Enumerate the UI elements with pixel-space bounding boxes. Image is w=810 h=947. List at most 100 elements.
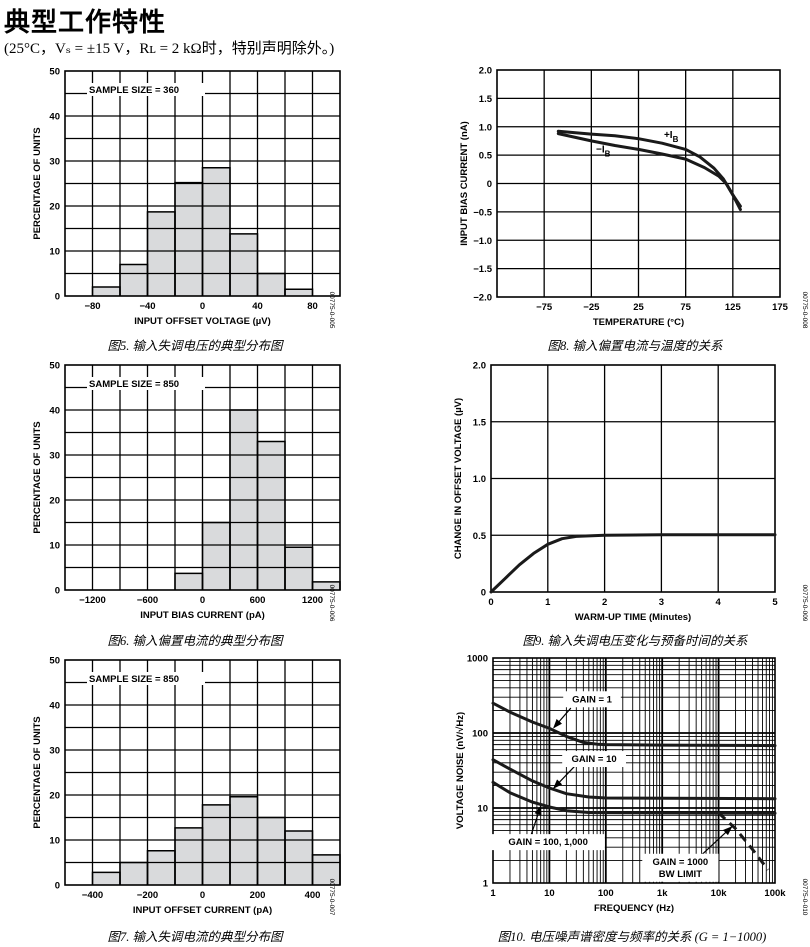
histogram-bar-outline xyxy=(311,581,341,590)
figure-code: 00775-0-009 xyxy=(801,585,808,622)
x-tick-label: 0 xyxy=(200,890,205,901)
series-line xyxy=(491,780,777,815)
figure-code: 00775-0-005 xyxy=(328,292,335,329)
x-tick-label: 1 xyxy=(545,597,551,608)
histogram-bar xyxy=(202,522,230,590)
histogram-bar xyxy=(285,289,313,296)
histogram-bar xyxy=(257,817,285,885)
y-tick-label: 0 xyxy=(55,586,60,597)
histogram-bar xyxy=(175,827,203,885)
y-tick-label: 50 xyxy=(49,361,60,372)
test-conditions: (25°C，Vₛ = ±15 V，Rʟ = 2 kΩ时，特别声明除外。) xyxy=(4,41,335,57)
histogram-bar xyxy=(285,547,313,590)
y-tick-label: −1.5 xyxy=(473,264,492,275)
chart-fig9: 0 1 2 3 4 5 0 0.5 1.0 1.5 2.0 WARM-UP TIME (Minutes… xyxy=(453,361,808,624)
histogram-bar xyxy=(175,182,203,296)
y-tick-label: 2.0 xyxy=(473,361,486,372)
x-axis-title: INPUT OFFSET VOLTAGE (µV) xyxy=(134,316,271,327)
caption-fig7: 图7. 输入失调电流的典型分布图 xyxy=(107,930,283,944)
y-tick-label: 40 xyxy=(49,406,60,417)
figure-code: 00775-0-007 xyxy=(328,879,335,916)
y-tick-label: 20 xyxy=(49,496,60,507)
histogram-bar xyxy=(147,211,175,296)
annotation-background xyxy=(562,751,626,768)
grid xyxy=(491,365,775,592)
x-tick-label: −200 xyxy=(137,890,158,901)
x-tick-label: −400 xyxy=(82,890,103,901)
series-label-subscript: B xyxy=(673,135,679,144)
y-tick-label: 20 xyxy=(49,202,60,213)
x-axis-title: TEMPERATURE (°C) xyxy=(593,317,684,328)
x-tick-label: −600 xyxy=(137,595,158,606)
histogram-bar-outline xyxy=(256,272,286,296)
curve-annotation: GAIN = 10 xyxy=(572,754,617,765)
histogram-bar xyxy=(285,831,313,885)
y-tick-label: 10 xyxy=(49,247,60,258)
caption-fig10: 图10. 电压噪声谱密度与频率的关系 (G = 1−1000) xyxy=(497,930,767,944)
curve-annotation: GAIN = 1000 xyxy=(653,857,709,868)
histogram-bar xyxy=(92,287,120,296)
x-tick-label: 80 xyxy=(307,301,318,312)
y-tick-label: 30 xyxy=(49,746,60,757)
histogram-bar xyxy=(312,854,340,885)
y-tick-label: 1.5 xyxy=(473,417,487,428)
chart-fig7: −400 −200 0 200 400 0 10 20 30 40 50 INPUT OFFSET C… xyxy=(32,656,341,916)
y-axis-title: CHANGE IN OFFSET VOLTAGE (µV) xyxy=(453,398,464,559)
x-axis-title: WARM-UP TIME (Minutes) xyxy=(575,612,691,623)
x-tick-label: 10 xyxy=(544,888,555,899)
grid xyxy=(497,70,780,297)
y-tick-label: 30 xyxy=(49,451,60,462)
annotation-background xyxy=(642,853,719,882)
x-tick-label: 1200 xyxy=(302,595,323,606)
x-tick-label: 3 xyxy=(659,597,664,608)
series-label: +IB xyxy=(664,130,679,144)
x-tick-label: 0 xyxy=(488,597,493,608)
y-tick-label: 1.5 xyxy=(479,94,493,105)
plot-frame xyxy=(492,657,776,884)
x-tick-label: 5 xyxy=(772,597,778,608)
page-title: 典型工作特性 xyxy=(4,8,167,38)
histogram-bar xyxy=(147,850,175,885)
annotation-background xyxy=(87,83,205,96)
series-line xyxy=(556,132,742,212)
x-tick-label: 1 xyxy=(490,888,496,899)
x-tick-label: −40 xyxy=(139,301,155,312)
histogram-bar xyxy=(230,233,258,296)
x-tick-label: 400 xyxy=(305,890,321,901)
annotation-background xyxy=(491,834,605,851)
x-axis-title: INPUT OFFSET CURRENT (pA) xyxy=(133,905,272,916)
histogram-bar-outline xyxy=(284,546,314,590)
x-tick-label: 175 xyxy=(772,302,789,313)
series-line xyxy=(556,129,742,208)
series-line xyxy=(717,811,770,871)
annotation-arrow xyxy=(553,765,576,789)
series-label: −IB xyxy=(596,144,611,158)
caption-fig8: 图8. 输入偏置电流与温度的关系 xyxy=(547,339,723,353)
chart-fig5: −80 −40 0 40 80 0 10 20 30 40 50 INPUT OFFSET VOLTA… xyxy=(32,67,341,329)
plot-frame xyxy=(496,69,781,298)
y-axis-title: PERCENTAGE OF UNITS xyxy=(32,127,43,239)
sample-size-annotation: SAMPLE SIZE = 850 xyxy=(89,379,179,390)
curve-annotation: BW LIMIT xyxy=(659,869,702,880)
y-tick-label: 0 xyxy=(487,179,492,190)
y-tick-label: 1 xyxy=(483,879,489,890)
caption-fig9: 图9. 输入失调电压变化与预备时间的关系 xyxy=(522,634,748,648)
x-tick-label: 600 xyxy=(250,595,266,606)
caption-fig6: 图6. 输入偏置电流的典型分布图 xyxy=(107,634,283,648)
y-axis-title: PERCENTAGE OF UNITS xyxy=(32,421,43,533)
histogram-bar xyxy=(257,441,285,590)
y-tick-label: 50 xyxy=(49,656,60,667)
x-tick-label: −25 xyxy=(583,302,600,313)
x-tick-label: 0 xyxy=(200,301,205,312)
x-tick-label: 1k xyxy=(657,888,668,899)
y-tick-label: −1.0 xyxy=(473,236,492,247)
y-tick-label: 10 xyxy=(477,804,488,815)
x-tick-label: 10k xyxy=(711,888,728,899)
x-tick-label: 100k xyxy=(764,888,786,899)
sample-size-annotation: SAMPLE SIZE = 850 xyxy=(89,674,179,685)
histogram-bar xyxy=(92,872,120,885)
annotation-background xyxy=(87,672,205,685)
sample-size-annotation: SAMPLE SIZE = 360 xyxy=(89,85,179,96)
curve-annotation: GAIN = 1 xyxy=(572,694,613,705)
